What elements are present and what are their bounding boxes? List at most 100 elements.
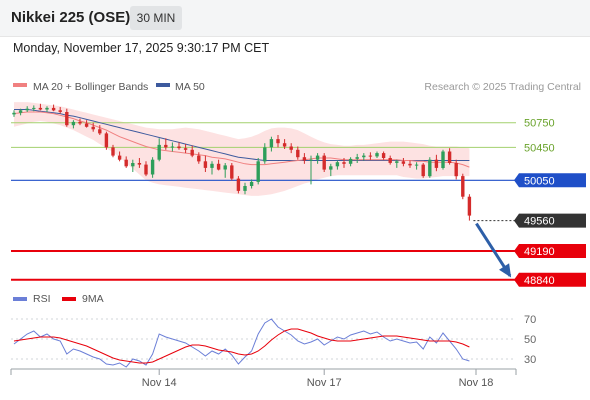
candle-body — [144, 164, 148, 175]
candle-body — [230, 165, 234, 179]
candle-body — [65, 112, 69, 126]
last-price-tag — [514, 213, 586, 228]
rsi-panel: 70 50 30 — [11, 314, 536, 368]
candle-body — [302, 157, 307, 161]
candle-body — [84, 123, 89, 127]
legend-rsi-ma-swatch — [62, 297, 76, 301]
x-axis: Nov 14 Nov 17 Nov 18 — [142, 369, 494, 389]
candle-body — [124, 159, 128, 167]
candle-body — [329, 166, 333, 170]
credit-label: Research © 2025 Trading Central — [424, 81, 581, 93]
pivot-price-label: 50050 — [524, 175, 555, 187]
candle-body — [45, 107, 49, 110]
datetime-label: Monday, November 17, 2025 9:30:17 PM CET — [13, 41, 270, 55]
timeframe-button[interactable]: 30 MIN — [130, 6, 182, 30]
candle-body — [157, 144, 161, 160]
price-panel: 50750 50450 50050 49560 49190 48840 — [11, 102, 586, 287]
x-tick-label: Nov 18 — [459, 377, 494, 389]
candle-body — [368, 155, 373, 157]
candle-body — [78, 121, 82, 124]
legend-rsi-swatch — [13, 297, 27, 301]
support-price-tag — [514, 244, 586, 258]
last-price-label: 49560 — [524, 216, 555, 228]
candle-body — [210, 163, 214, 168]
candle-body — [296, 149, 300, 158]
candle-body — [381, 153, 386, 158]
candle-body — [428, 159, 432, 177]
projection-arrowhead — [499, 263, 512, 278]
candle-body — [375, 153, 379, 157]
legend-rsi-label: RSI — [33, 293, 51, 305]
candle-body — [131, 163, 135, 167]
support-price-label: 48840 — [524, 275, 555, 287]
support-price-label: 49190 — [524, 246, 555, 258]
candle-body — [395, 161, 399, 163]
candle-body — [256, 161, 260, 182]
bollinger-band — [14, 102, 470, 196]
candle-body — [51, 107, 56, 111]
candle-body — [203, 161, 208, 168]
candle-body — [355, 157, 359, 159]
candle-body — [276, 139, 280, 144]
candle-body — [12, 112, 16, 115]
candle-body — [414, 164, 419, 166]
candle-body — [467, 196, 472, 216]
candle-body — [263, 147, 267, 162]
candle-body — [117, 155, 122, 160]
candle-body — [335, 162, 340, 167]
candle-body — [170, 146, 175, 148]
candle-body — [150, 159, 155, 175]
x-tick-label: Nov 14 — [142, 377, 177, 389]
legend-ma20-swatch — [13, 83, 27, 87]
rsi-tick-label: 30 — [524, 354, 536, 366]
instrument-title: Nikkei 225 (OSE) — [11, 9, 131, 26]
candle-body — [18, 110, 23, 113]
candle-body — [289, 146, 293, 150]
candle-body — [348, 158, 353, 164]
candle-body — [223, 165, 227, 170]
resistance-label: 50750 — [524, 118, 555, 130]
ma20-line — [13, 111, 470, 168]
pivot-price-tag — [514, 173, 586, 188]
candle-body — [183, 148, 188, 150]
rsi-tick-label: 70 — [524, 314, 536, 326]
candle-body — [282, 143, 287, 147]
candle-body — [236, 178, 241, 191]
candle-body — [197, 155, 201, 162]
candle-body — [91, 126, 95, 130]
candle-body — [25, 108, 29, 111]
candle-body — [322, 155, 326, 170]
candle-body — [216, 163, 221, 170]
support-price-tag — [514, 272, 586, 287]
candle-body — [362, 155, 366, 158]
candle-body — [32, 107, 36, 109]
candle-body — [421, 164, 425, 177]
candle-body — [461, 176, 465, 197]
candle-body — [243, 186, 247, 191]
candle-body — [58, 110, 62, 112]
candle-body — [137, 163, 142, 165]
candle-body — [111, 147, 115, 156]
legend-ma50-label: MA 50 — [175, 81, 205, 93]
candle-body — [164, 144, 168, 148]
candle-body — [454, 163, 458, 177]
candle-body — [447, 151, 452, 163]
candle-body — [249, 181, 254, 186]
legend-ma50-swatch — [156, 83, 170, 87]
candle-body — [38, 107, 43, 110]
resistance-label: 50450 — [524, 142, 555, 154]
header-bar: Nikkei 225 (OSE) 30 MIN — [0, 0, 590, 37]
candle-body — [434, 159, 439, 168]
legend-ma20-label: MA 20 + Bollinger Bands — [33, 81, 148, 93]
candle-body — [98, 129, 102, 134]
candle-body — [309, 159, 313, 161]
candle-body — [408, 163, 412, 166]
candle-body — [441, 151, 445, 168]
candle-body — [342, 162, 346, 164]
candle-body — [388, 158, 392, 163]
rsi-line — [13, 318, 470, 368]
rsi-ma-line — [13, 328, 470, 364]
candle-body — [269, 139, 274, 148]
